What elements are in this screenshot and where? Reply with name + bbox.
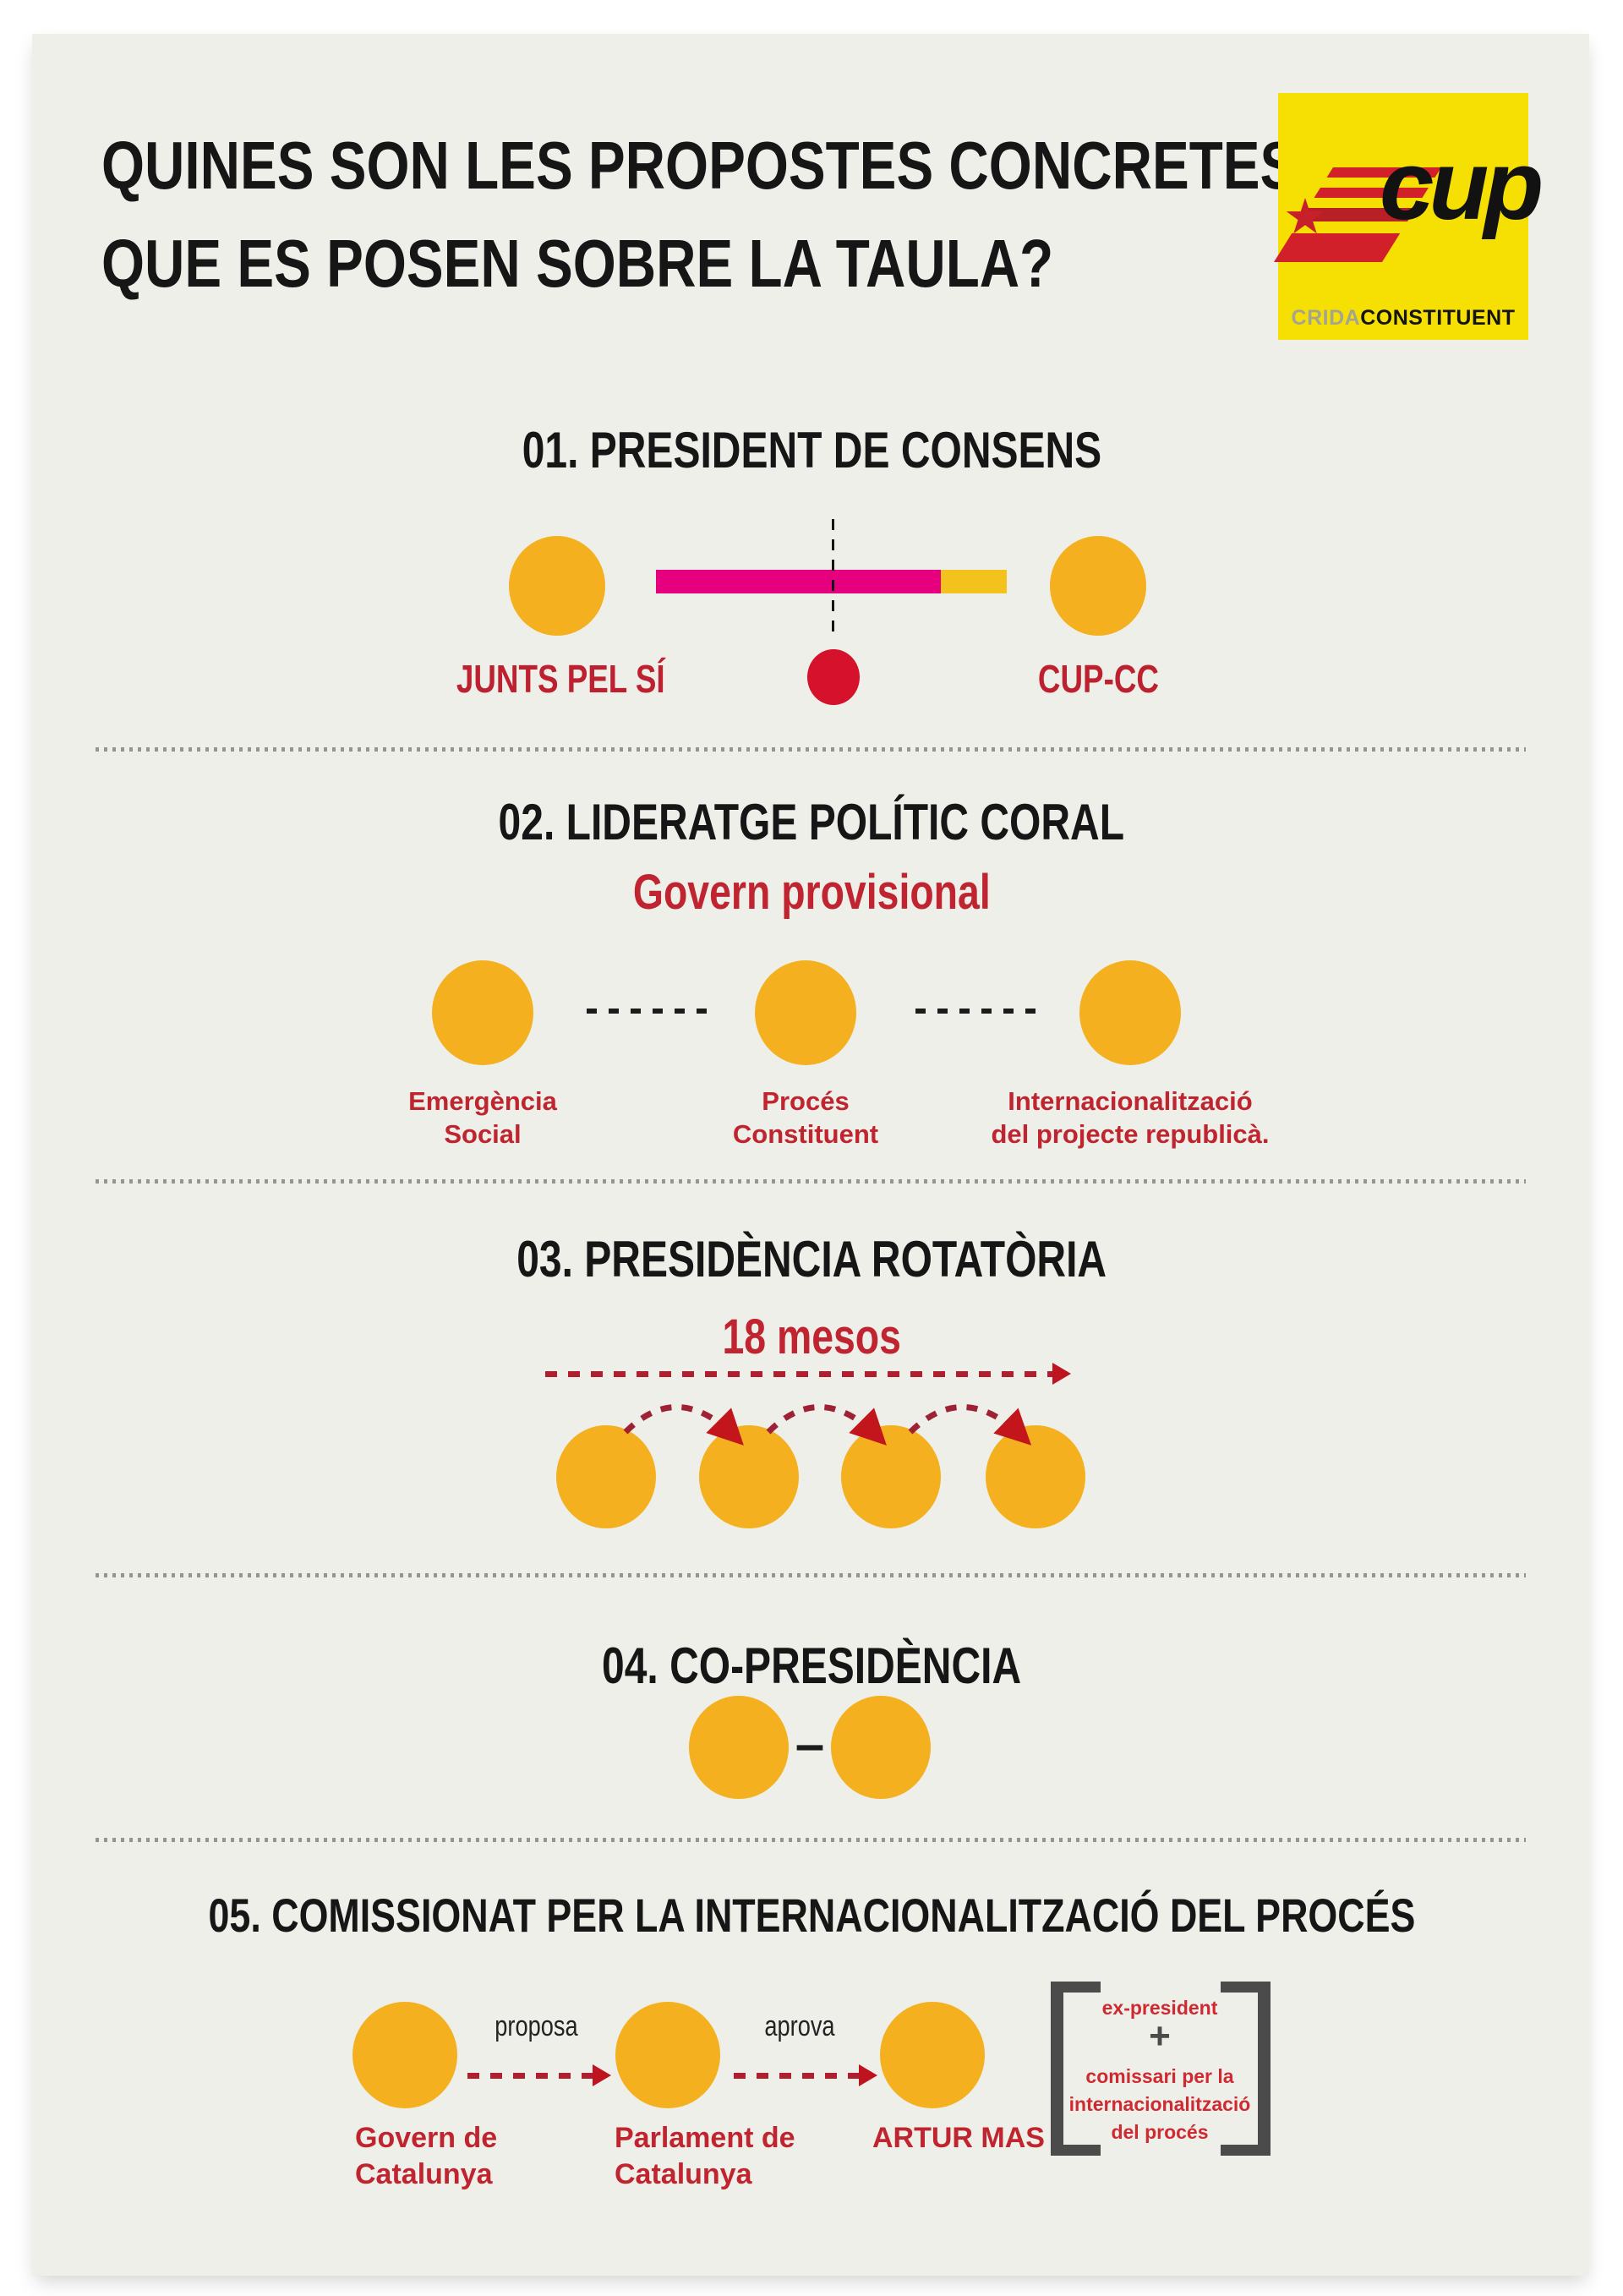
comissari-label-line3: del procés [1111,2121,1209,2143]
section-05-heading: 05. COMISSIONAT PER LA INTERNACIONALITZA… [208,1889,1415,1942]
link-dashes-2 [915,1009,1036,1014]
junts-circle [509,536,605,636]
parlament-circle [615,2002,720,2108]
timeline-arrow-head-icon [1052,1363,1071,1385]
copresident-circle-2 [831,1696,931,1799]
proces-label-line2: Constituent [732,1119,879,1149]
rotation-arc-1 [623,1403,744,1446]
section-02-subtitle-row: Govern provisional [0,864,1623,921]
cup-brand-text: cup [1380,130,1544,240]
open-bracket-icon [1051,1982,1101,2156]
cupcc-label: CUP-CC [1037,657,1159,701]
emergencia-label: Emergència Social [356,1085,609,1151]
proposa-arrow-head-icon [593,2064,611,2086]
section-01-heading-row: 01. PRESIDENT DE CONSENS [0,421,1623,479]
section-03-subtitle-row: 18 mesos [0,1309,1623,1365]
parlament-label: Parlament de Catalunya [615,2120,795,2193]
consensus-bar-magenta [656,570,941,593]
aprova-label-wrap: aprova [715,2010,884,2043]
govern-label: Govern de Catalunya [355,2120,497,2193]
rotation-arcs [623,1403,1032,1446]
star-icon: ★ [1283,189,1327,244]
arturmas-label: ARTUR MAS [872,2120,1045,2157]
proposa-label-wrap: proposa [451,2010,620,2043]
aprova-arrow-dashes [734,2073,859,2079]
separator-3 [96,1573,1526,1577]
aprova-arrow-head-icon [859,2064,877,2086]
rotation-circle-1 [556,1425,656,1528]
internacionalitzacio-circle [1079,960,1181,1065]
emergencia-circle [432,960,533,1065]
section-01-heading: 01. PRESIDENT DE CONSENS [522,422,1101,478]
comissari-label-line1: comissari per la [1085,2065,1234,2087]
govern-circle [352,2002,457,2108]
arturmas-label-line1: ARTUR MAS [872,2122,1045,2154]
separator-2 [96,1179,1526,1184]
copresident-circle-1 [689,1696,789,1799]
internacionalitzacio-label: Internacionalització del projecte republ… [978,1085,1282,1151]
aprova-label: aprova [764,2010,835,2042]
emergencia-label-line1: Emergència [408,1086,557,1116]
rotation-arc-3 [908,1403,1032,1446]
main-title-text-1: QUINES SON LES PROPOSTES CONCRETES [101,128,1298,203]
junts-label: JUNTS PEL SÍ [456,657,665,701]
timeline-arrow-dashes [545,1371,1052,1377]
section-04-heading: 04. CO-PRESIDÈNCIA [601,1637,1022,1694]
govern-label-line2: Catalunya [355,2158,493,2190]
junts-label-wrap: JUNTS PEL SÍ [430,656,684,702]
copresidency-dash-wrap: – [768,1714,852,1774]
section-02-heading: 02. LIDERATGE POLÍTIC CORAL [498,794,1125,850]
copresidency-dash: – [795,1715,825,1774]
section-05-heading-row: 05. COMISSIONAT PER LA INTERNACIONALITZA… [0,1888,1623,1943]
parlament-label-line2: Catalunya [615,2158,752,2190]
govern-label-line1: Govern de [355,2122,498,2154]
arturmas-circle [880,2002,985,2108]
proces-label: Procés Constituent [679,1085,932,1151]
section-02-heading-row: 02. LIDERATGE POLÍTIC CORAL [0,793,1623,851]
section-03-heading: 03. PRESIDÈNCIA ROTATÒRIA [516,1231,1107,1287]
mesos-label: 18 mesos [722,1309,901,1364]
proces-label-line1: Procés [762,1086,850,1116]
section-04-heading-row: 04. CO-PRESIDÈNCIA [0,1637,1623,1695]
proposa-label: proposa [494,2010,578,2042]
constituent-text: CONSTITUENT [1360,306,1516,330]
crida-text: CRIDA [1291,306,1361,330]
crida-constituent-label: CRIDACONSTITUENT [1278,306,1528,331]
section-03-heading-row: 03. PRESIDÈNCIA ROTATÒRIA [0,1230,1623,1288]
emergencia-label-line2: Social [444,1119,522,1149]
main-title-line-1: QUINES SON LES PROPOSTES CONCRETES [101,127,1560,205]
link-dashes-1 [587,1009,707,1014]
cup-logo: ★ cup CRIDACONSTITUENT [1274,93,1544,340]
close-bracket-icon [1221,1982,1271,2156]
proposa-arrow-dashes [467,2073,593,2079]
separator-4 [96,1838,1526,1842]
main-title-text-2: QUE ES POSEN SOBRE LA TAULA? [101,226,1054,301]
internacionalitzacio-label-line1: Internacionalització [1008,1086,1253,1116]
consensus-bar-yellow [941,570,1007,593]
ex-president-label: ex-president [1101,1997,1218,2019]
comissari-label: comissari per la internacionalització de… [1058,2063,1261,2146]
infographic-canvas [32,34,1589,2276]
cupcc-label-wrap: CUP-CC [971,656,1225,702]
main-title-line-2: QUE ES POSEN SOBRE LA TAULA? [101,225,1262,303]
rotation-arc-2 [766,1403,887,1446]
proces-circle [755,960,856,1065]
comissari-label-line2: internacionalització [1068,2093,1251,2115]
consensus-divider-dashed-line [832,519,834,639]
separator-1 [96,747,1526,752]
internacionalitzacio-label-line2: del projecte republicà. [991,1119,1270,1149]
govern-provisional-label: Govern provisional [632,865,991,920]
cupcc-circle [1050,536,1146,636]
president-dot [807,649,860,705]
plus-icon: + [1149,2015,1171,2057]
parlament-label-line1: Parlament de [615,2122,795,2154]
